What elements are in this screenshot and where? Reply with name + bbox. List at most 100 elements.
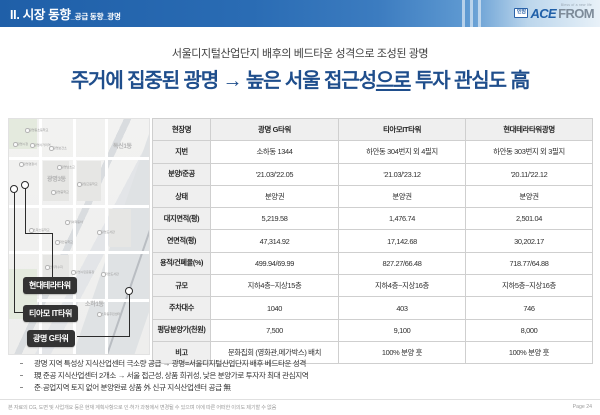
slide-main-title: 주거에 집중된 광명 → 높은 서울 접근성으로 투자 관심도 高 (0, 64, 600, 93)
table-row-label: 연면적(평) (152, 229, 211, 253)
map-connector (14, 312, 30, 314)
table-cell: '20.11/'22.12 (465, 162, 593, 186)
main-title-part1: 주거에 집중된 광명 → 높은 서울 접근성 (70, 70, 377, 92)
map-label-tiamo-it-tower[interactable]: 티아모 IT타워 (23, 305, 78, 322)
map-marker[interactable] (21, 181, 29, 189)
table-row: 비고 문화집회 (영화관,메가박스) 배치 100% 분양 훗 100% 분양 … (152, 340, 593, 365)
map-poi: 기아자동차 (65, 220, 83, 225)
table-cell: 718.77/64.88 (465, 251, 593, 276)
map-connector (14, 191, 16, 313)
table-cell: 30,202.17 (465, 229, 593, 253)
table-row-label: 규모 (152, 274, 211, 298)
table-col-header: 현대테라타워광명 (465, 117, 593, 142)
table-row: 지번 소하동 1344 하안동 304번지 외 4필지 하안동 303번지 외 … (152, 140, 593, 164)
table-row: 대지면적(평) 5,219.58 1,476.74 2,501.04 (152, 207, 593, 231)
table-row-label: 대지면적(평) (152, 207, 211, 231)
table-cell: '21.03/'23.12 (338, 162, 466, 186)
table-row: 규모 지하4층~지상15층 지하4층~지상16층 지하5층~지상16층 (152, 274, 593, 298)
map-label-gwangmyeong-g-tower[interactable]: 광명 G타워 (27, 330, 75, 347)
map-poi: 광명경찰서 (19, 162, 37, 167)
table-header-row: 현장명 광명 G타워 티아모IT타워 현대테라타워광명 (152, 117, 593, 142)
table-cell: 2,501.04 (465, 207, 593, 231)
map-area-label: 광명3동 (47, 177, 66, 183)
table-row-label: 분양/준공 (152, 162, 211, 186)
map-connector (25, 187, 27, 234)
table-cell: 47,314.92 (210, 229, 339, 253)
map-poi: 광명보건소 (49, 146, 67, 151)
map-connector (77, 336, 130, 338)
map-poi: 하안중학교 (55, 240, 73, 245)
table-cell: 17,142.68 (338, 229, 466, 253)
header-title: II. 시장 동향_공급 동향_광명 (10, 4, 121, 23)
table-cell: 827.27/66.48 (338, 251, 466, 276)
map-road (73, 119, 76, 354)
map-road (9, 251, 149, 254)
map-poi: 광일고등학교 (76, 182, 98, 187)
table-row-label: 비고 (152, 340, 211, 365)
table-cell: 지하4층~지상16층 (338, 274, 466, 298)
map-poi: 광명사거리역 (29, 143, 51, 148)
logo-tagline: Bless of a new life (560, 3, 592, 7)
table-cell: 분양권 (465, 184, 593, 209)
logo-ace-text: ACE (530, 5, 557, 21)
table-row: 용적/건폐율(%) 499.94/69.99 827.27/66.48 718.… (152, 251, 593, 276)
table-cell: 8,000 (465, 318, 593, 342)
map-poi: 광명남초교 (57, 165, 75, 170)
table-cell: 100% 분양 훗 (465, 340, 593, 365)
table-row-label: 용적/건폐율(%) (152, 251, 211, 276)
table-cell: 하안동 304번지 외 4필지 (338, 140, 466, 164)
table-cell: 746 (465, 296, 593, 320)
map-road (9, 157, 149, 160)
table-row: 연면적(평) 47,314.92 17,142.68 30,202.17 (152, 229, 593, 253)
table-col-header: 티아모IT타워 (338, 117, 466, 142)
map-marker[interactable] (10, 185, 18, 193)
table-cell: 분양권 (210, 184, 339, 209)
map-road (9, 205, 149, 208)
header-title-sub: _공급 동향_광명 (70, 12, 121, 21)
map-marker[interactable] (125, 287, 133, 295)
map-connector (25, 233, 53, 235)
table-col-header: 현장명 (152, 117, 211, 142)
map-poi: 광명동초등학교 (24, 128, 49, 133)
table-cell: 분양권 (338, 184, 466, 209)
table-row: 분양/준공 '21.03/'22.05 '21.03/'23.12 '20.11… (152, 162, 593, 186)
main-title-part2: 투자 관심도 高 (410, 70, 530, 92)
bullet-item: 광명 지역 특성상 지식산업센터 극소량 공급 → 광명=서울디지털산업단지 배… (8, 358, 592, 370)
slide-subtitle: 서울디지털산업단지 배후의 베드타운 성격으로 조성된 광명 (171, 48, 429, 60)
map-connector (129, 291, 131, 337)
bullet-item: 준·공업지역 토지 없어 분양완료 상품 外 신규 지식산업센터 공급 無 (8, 382, 592, 394)
table-cell: 문화집회 (영화관,메가박스) 배치 (210, 340, 339, 365)
page-number: Page 24 (572, 404, 592, 410)
map-poi: 광명중학교 (51, 190, 69, 195)
map-connector (52, 233, 54, 283)
table-cell: 하안동 303번지 외 3필지 (465, 140, 593, 164)
table-cell: 100% 분양 훗 (338, 340, 466, 365)
table-cell: 1,476.74 (338, 207, 466, 231)
company-logo: 인암 ACE FROM Bless of a new life (514, 3, 595, 23)
footer-divider (0, 399, 600, 400)
table-cell: '21.03/'22.05 (210, 162, 339, 186)
table-row-label: 주차대수 (152, 296, 211, 320)
table-cell: 소하동 1344 (210, 140, 339, 164)
map-poi: 안터저수지 (45, 265, 63, 270)
table-row: 상태 분양권 분양권 분양권 (152, 184, 593, 209)
table-cell: 499.94/69.99 (210, 251, 339, 276)
map-label-hyundai-terratower[interactable]: 현대테라타워 (23, 277, 77, 294)
map-block (77, 161, 101, 201)
table-cell: 지하5층~지상16층 (465, 274, 593, 298)
table-row: 주차대수 1040 403 746 (152, 296, 593, 320)
map-poi: 소하초등학교 (28, 228, 50, 233)
summary-bullets: 광명 지역 특성상 지식산업센터 극소량 공급 → 광명=서울디지털산업단지 배… (8, 358, 592, 394)
location-map[interactable]: 광명3동 독신1동 소하1동 광명동초등학교 광명시청 광명사거리역 광명보건소… (8, 118, 150, 355)
slide-header: II. 시장 동향_공급 동향_광명 인암 ACE FROM Bless of … (0, 0, 600, 27)
map-area-label: 독신1동 (113, 144, 132, 150)
logo-from-text: FROM (558, 5, 594, 21)
header-title-main: II. 시장 동향 (10, 8, 71, 22)
map-block (43, 161, 69, 201)
table-row-label: 평당분양가(천원) (152, 318, 211, 342)
map-block (109, 209, 131, 247)
map-road (105, 119, 108, 354)
map-poi: 광명도서관 (97, 230, 115, 235)
table-cell: 7,500 (210, 318, 339, 342)
